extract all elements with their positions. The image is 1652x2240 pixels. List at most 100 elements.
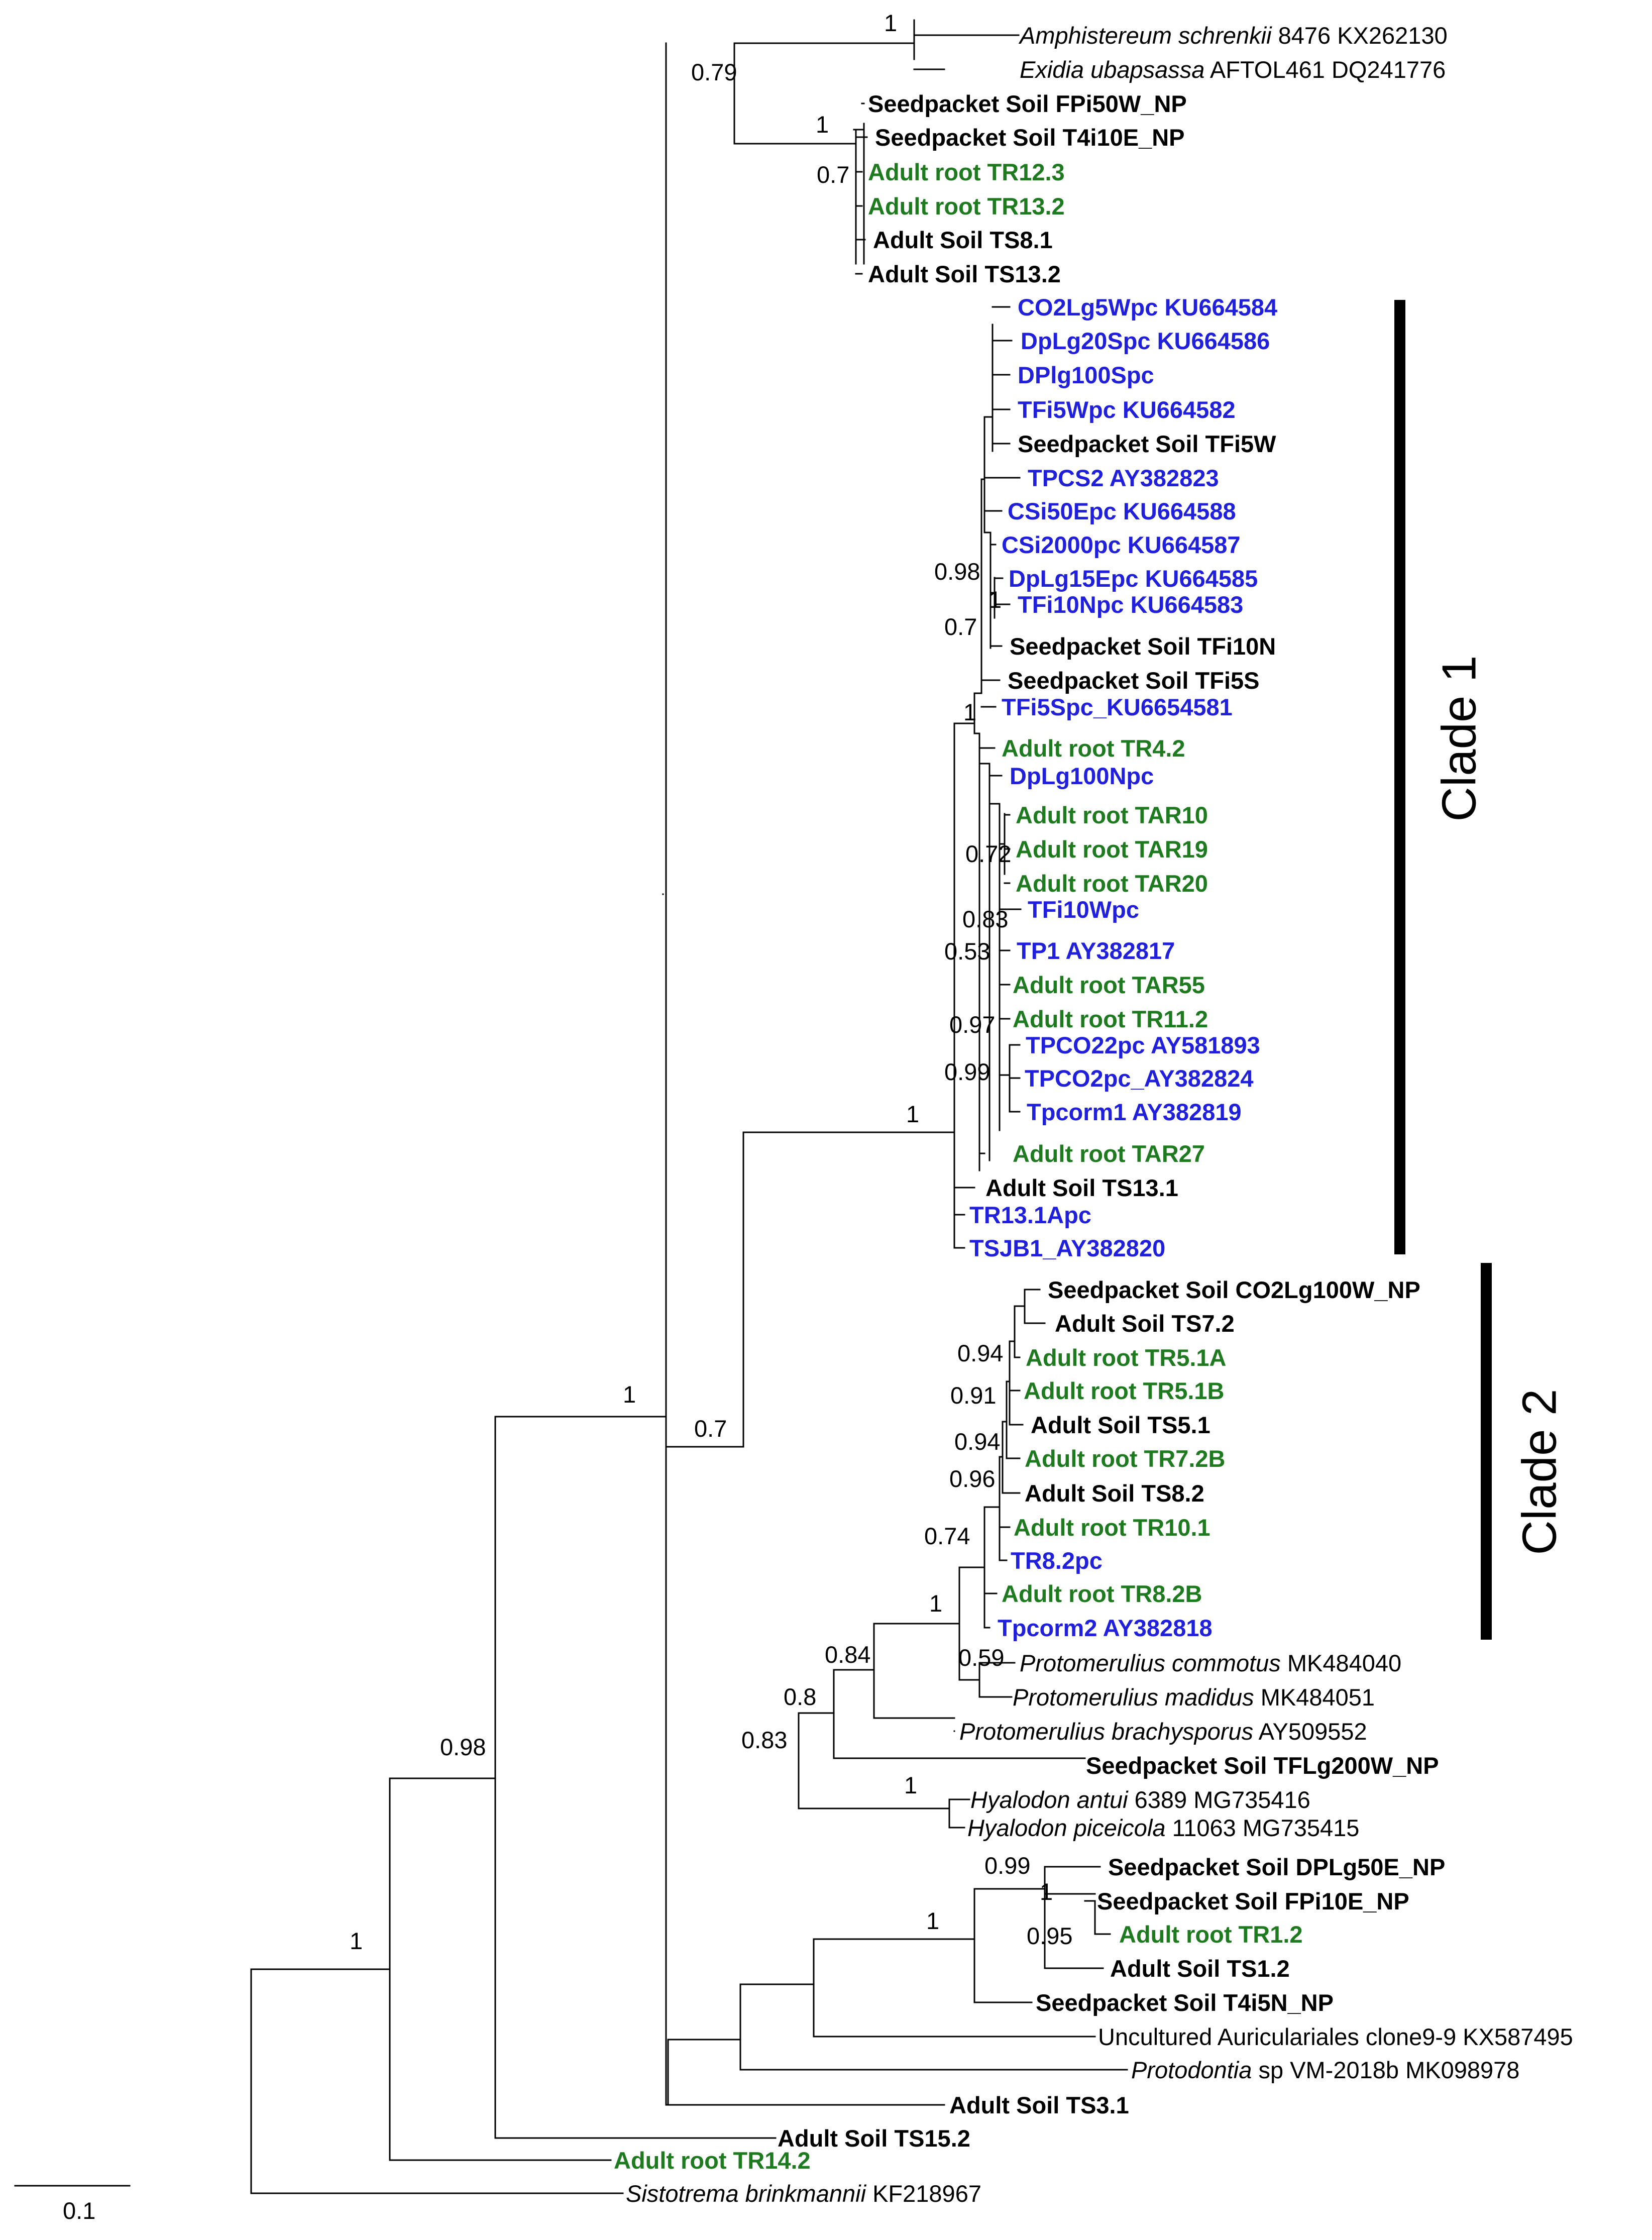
tip-name: Adult root TR5.1B — [1024, 1377, 1224, 1404]
tip-label-tpco22pc: TPCO22pc AY581893 — [1026, 1032, 1260, 1058]
support-value: 0.94 — [957, 1340, 1003, 1366]
clade-2-bar — [1481, 1263, 1492, 1640]
tip-name: TFi10Wpc — [1028, 896, 1139, 923]
tip-name: Adult root TR7.2B — [1025, 1445, 1225, 1472]
tip-name: TPCS2 AY382823 — [1028, 465, 1219, 491]
tip-name: Adult Soil TS1.2 — [1110, 1955, 1290, 1982]
tip-name: Seedpacket Soil TFi5W — [1018, 431, 1276, 457]
tip-label-protodontia: Protodontia sp VM-2018b MK098978 — [1131, 2057, 1519, 2083]
tip-name: DpLg20Spc KU664586 — [1021, 328, 1270, 354]
support-value: 1 — [623, 1381, 636, 1408]
tree-branches — [250, 19, 1128, 2194]
tip-label-as-ts1-2: Adult Soil TS1.2 — [1110, 1955, 1290, 1982]
tip-name: Protomerulius madidus — [1013, 1684, 1254, 1711]
support-value: 1 — [906, 1101, 919, 1127]
tip-label-exidia: Exidia ubapsassa AFTOL461 DQ241776 — [1020, 56, 1446, 83]
support-value: 0.97 — [949, 1011, 995, 1038]
tip-accession: 8476 KX262130 — [1272, 22, 1448, 49]
support-value: 0.98 — [440, 1734, 486, 1760]
support-value: 1 — [904, 1772, 917, 1798]
tip-name: Tpcorm1 AY382819 — [1027, 1099, 1242, 1125]
tip-name: CSi50Epc KU664588 — [1008, 498, 1236, 524]
tip-label-as-ts5-1: Adult Soil TS5.1 — [1031, 1412, 1210, 1438]
tip-name: Seedpacket Soil FPi50W_NP — [868, 90, 1187, 117]
tip-label-sp-t4i10e: Seedpacket Soil T4i10E_NP — [875, 124, 1185, 151]
tip-accession: KF218967 — [866, 2180, 981, 2207]
tip-label-csi2000pc: CSi2000pc KU664587 — [1002, 531, 1241, 558]
support-value: 0.53 — [944, 938, 990, 965]
tip-name: Amphistereum schrenkii — [1018, 22, 1272, 49]
tip-accession: MK484040 — [1281, 1650, 1401, 1676]
tip-label-dplg20spc: DpLg20Spc KU664586 — [1021, 328, 1270, 354]
tip-name: Seedpacket Soil CO2Lg100W_NP — [1048, 1276, 1420, 1303]
tip-label-tpco2pc: TPCO2pc_AY382824 — [1025, 1065, 1254, 1092]
tip-name: Protomerulius commotus — [1020, 1650, 1281, 1676]
tip-name: Seedpacket Soil TFi5S — [1008, 667, 1260, 694]
tip-label-hantui: Hyalodon antui 6389 MG735416 — [970, 1786, 1310, 1813]
tip-label-sp-dplg50e: Seedpacket Soil DPLg50E_NP — [1108, 1854, 1445, 1880]
tip-label-sp-fpi10e: Seedpacket Soil FPi10E_NP — [1097, 1888, 1409, 1914]
tip-accession: AFTOL461 DQ241776 — [1204, 56, 1446, 83]
tip-name: Adult root TR10.1 — [1014, 1514, 1210, 1541]
tip-name: Adult Soil TS5.1 — [1031, 1412, 1210, 1438]
support-value: 1 — [963, 699, 976, 725]
tip-name: TFi10Npc KU664583 — [1018, 591, 1243, 618]
support-value: 1 — [929, 1590, 942, 1617]
tip-label-dplg100spc: DPlg100Spc — [1018, 362, 1154, 388]
support-value: 0.96 — [949, 1465, 995, 1492]
tip-name: Seedpacket Soil TFi10N — [1010, 633, 1276, 660]
tip-label-ar-tar20: Adult root TAR20 — [1016, 870, 1208, 897]
tip-labels: Amphistereum schrenkii 8476 KX262130 Exid… — [614, 22, 1573, 2207]
tip-label-as-ts8-2: Adult Soil TS8.2 — [1025, 1480, 1204, 1507]
tip-name: Hyalodon antui — [970, 1786, 1129, 1813]
support-value: 1 — [816, 111, 829, 138]
tip-label-pbrachy: Protomerulius brachysporus AY509552 — [959, 1718, 1367, 1745]
support-value: 0.83 — [741, 1727, 787, 1753]
tip-name: Adult Soil TS15.2 — [778, 2125, 970, 2152]
support-value: 0.99 — [984, 1852, 1030, 1879]
tip-label-sistotrema: Sistotrema brinkmannii KF218967 — [626, 2180, 981, 2207]
tip-name: Adult root TAR10 — [1016, 802, 1208, 828]
tip-label-tp1: TP1 AY382817 — [1017, 937, 1175, 964]
tip-label-tfi10npc: TFi10Npc KU664583 — [1018, 591, 1243, 618]
tip-accession: 6389 MG735416 — [1128, 1786, 1310, 1813]
tip-label-tpcorm2: Tpcorm2 AY382818 — [998, 1615, 1213, 1641]
tip-label-csi50epc: CSi50Epc KU664588 — [1008, 498, 1236, 524]
tip-name: Adult Soil TS8.1 — [873, 227, 1053, 253]
support-value: 0.83 — [962, 906, 1008, 932]
tip-label-as-ts15-2: Adult Soil TS15.2 — [778, 2125, 970, 2152]
tip-accession: 11063 MG735415 — [1166, 1815, 1360, 1841]
clade-1-bar — [1394, 300, 1405, 1254]
tip-label-sp-tflg200w: Seedpacket Soil TFLg200W_NP — [1086, 1752, 1439, 1779]
support-value: 0.7 — [944, 613, 977, 640]
tip-name: Exidia ubapsassa — [1020, 56, 1204, 83]
tip-name: Sistotrema brinkmannii — [626, 2180, 867, 2207]
tip-label-ar-tr5-1b: Adult root TR5.1B — [1024, 1377, 1224, 1404]
tip-label-tr13-1apc: TR13.1Apc — [969, 1202, 1091, 1228]
tip-label-as-ts8-1: Adult Soil TS8.1 — [873, 227, 1053, 253]
tip-name: Protomerulius brachysporus — [959, 1718, 1253, 1745]
support-value: 0.79 — [691, 59, 737, 85]
tip-name: Adult Soil TS7.2 — [1055, 1310, 1235, 1337]
tip-name: TP1 AY382817 — [1017, 937, 1175, 964]
tip-name: Protodontia — [1131, 2057, 1252, 2083]
support-value: 0.72 — [965, 840, 1011, 867]
tip-name: DPlg100Spc — [1018, 362, 1154, 388]
support-value: 0.59 — [958, 1644, 1004, 1671]
tip-label-tfi10wpc: TFi10Wpc — [1028, 896, 1139, 923]
support-value: 0.98 — [934, 558, 980, 585]
support-value: 1 — [926, 1907, 939, 1934]
support-value: 1 — [988, 586, 1002, 613]
tip-label-ar-tr8-2b: Adult root TR8.2B — [1002, 1580, 1202, 1607]
support-value: 0.8 — [784, 1683, 816, 1710]
tip-label-as-ts13-2: Adult Soil TS13.2 — [868, 261, 1061, 287]
tip-name: CSi2000pc KU664587 — [1002, 531, 1241, 558]
support-value: 1 — [884, 10, 897, 36]
tip-name: Adult root TR11.2 — [1013, 1006, 1208, 1032]
tip-name: Adult Soil TS13.1 — [985, 1175, 1178, 1201]
tip-name: Adult root TR5.1A — [1026, 1344, 1226, 1371]
tip-name: Adult root TR12.3 — [868, 159, 1065, 185]
support-values: 1 0.79 1 0.7 0.98 1 0.7 1 0.72 0.83 0.53 0.97 0.99 1 1… — [350, 10, 1072, 1954]
support-value: 1 — [350, 1928, 363, 1954]
tip-label-uncult: Uncultured Auriculariales clone9-9 KX587… — [1098, 2023, 1573, 2050]
